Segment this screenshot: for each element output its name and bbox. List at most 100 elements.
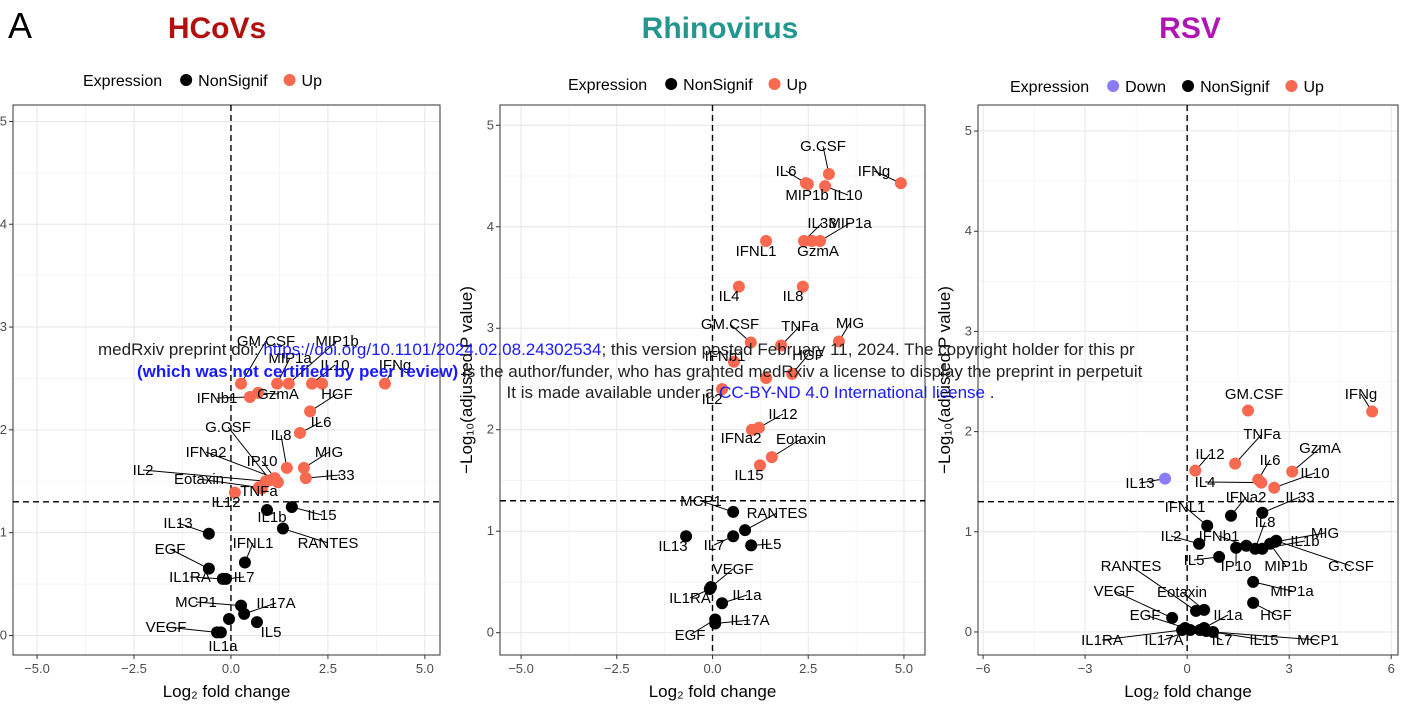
leader-line — [240, 340, 267, 384]
point-label: IL4 — [719, 288, 740, 305]
point-label: IFNb1 — [705, 348, 746, 365]
x-axis-title: Log₂ fold change — [649, 682, 777, 701]
point-label: IL8 — [783, 288, 804, 305]
point-label: EGF — [1130, 607, 1161, 624]
data-point — [760, 234, 773, 247]
data-point — [271, 476, 284, 489]
point-label: IFNb1 — [1199, 528, 1240, 545]
leader-line — [1130, 565, 1197, 612]
point-label: IL4 — [1195, 474, 1216, 491]
watermark-text: . — [985, 383, 995, 402]
y-tick-label: 3 — [487, 320, 494, 335]
point-label: IL2 — [702, 391, 723, 408]
point-label: EGF — [675, 627, 706, 644]
data-point — [1268, 481, 1281, 494]
data-point — [716, 597, 729, 610]
plot-background — [978, 105, 1398, 655]
leader-line — [1101, 629, 1183, 641]
data-point — [727, 530, 740, 543]
point-label: IL15 — [307, 507, 336, 524]
panel-title: Rhinovirus — [642, 12, 799, 45]
point-label: IFNL1 — [1165, 499, 1206, 516]
point-label: IL10 — [1300, 465, 1329, 482]
point-label: IL33 — [325, 467, 354, 484]
point-label: IL12 — [211, 494, 240, 511]
point-label: TNFa — [1243, 426, 1281, 443]
y-tick-label: 4 — [965, 223, 972, 238]
point-label: MCP1 — [175, 594, 217, 611]
x-tick-label: −3 — [1078, 661, 1093, 676]
point-label: RANTES — [1101, 558, 1162, 575]
leader-line — [227, 426, 271, 481]
data-point — [732, 280, 745, 293]
doi-link[interactable]: https://doi.org/10.1101/2024.02.08.24302… — [263, 340, 602, 359]
point-label: MIP1b — [1264, 558, 1307, 575]
data-point — [304, 405, 317, 418]
data-point — [727, 355, 740, 368]
data-point — [252, 386, 265, 399]
point-label: IL6 — [311, 414, 332, 431]
leader-line — [1274, 472, 1316, 489]
y-tick-label: 1 — [0, 525, 7, 540]
data-point — [745, 539, 758, 552]
x-tick-label: −6 — [976, 661, 991, 676]
point-label: IL33 — [807, 215, 836, 232]
point-label: MIG — [315, 444, 343, 461]
watermark-text: ; this version posted February 11, 2024.… — [601, 340, 1135, 359]
data-point — [1166, 611, 1179, 624]
leader-line — [195, 601, 242, 607]
y-tick-label: 2 — [965, 424, 972, 439]
point-label: IP10 — [1221, 558, 1252, 575]
data-point — [228, 486, 241, 499]
point-label: EGF — [155, 541, 186, 558]
data-point — [255, 482, 268, 495]
data-point — [1198, 603, 1211, 616]
y-tick-label: 5 — [487, 117, 494, 132]
point-label: IL2 — [1161, 528, 1182, 545]
legend-swatch — [665, 78, 678, 90]
legend-label: Up — [787, 77, 808, 94]
y-tick-label: 4 — [0, 216, 7, 231]
point-label: IFNL1 — [736, 243, 777, 260]
point-label: IFNg — [379, 357, 412, 374]
y-axis-title: −Log₁₀(adjusted P value) — [457, 286, 476, 474]
point-label: RANTES — [298, 535, 359, 552]
y-axis-title: −Log₁₀(adjusted P value) — [935, 286, 954, 474]
point-label: GM.CSF — [701, 316, 759, 333]
leader-line — [142, 469, 266, 482]
x-tick-label: 2.5 — [319, 661, 337, 676]
license-link[interactable]: CC-BY-ND 4.0 International license — [719, 383, 985, 402]
point-label: MIG — [1311, 525, 1339, 542]
point-label: IFNa2 — [186, 444, 227, 461]
point-label: IL15 — [734, 467, 763, 484]
data-point — [219, 572, 232, 585]
point-label: IL7 — [1212, 632, 1233, 649]
point-label: TNFa — [240, 483, 278, 500]
data-point — [1247, 575, 1260, 588]
data-point — [727, 505, 740, 518]
y-tick-label: 0 — [965, 624, 972, 639]
leader-line — [169, 548, 210, 570]
point-label: IL1RA — [669, 590, 711, 607]
data-point — [1213, 550, 1226, 563]
data-point — [1247, 596, 1260, 609]
point-label: IL10 — [833, 187, 862, 204]
point-label: MCP1 — [680, 493, 722, 510]
point-label: HGF — [321, 386, 353, 403]
x-axis-title: Log₂ fold change — [1124, 682, 1252, 701]
point-label: IL5 — [761, 536, 782, 553]
point-label: G.CSF — [205, 419, 251, 436]
data-point — [378, 377, 391, 390]
data-point — [238, 556, 251, 569]
data-point — [238, 607, 251, 620]
point-label: IL12 — [1195, 446, 1224, 463]
watermark-text: medRxiv preprint doi: — [98, 340, 264, 359]
x-tick-label: −2.5 — [604, 661, 630, 676]
point-label: HGF — [792, 347, 824, 364]
y-tick-label: 5 — [965, 123, 972, 138]
x-tick-label: 6 — [1388, 661, 1395, 676]
point-label: GzmA — [257, 386, 299, 403]
data-point — [1230, 541, 1243, 554]
data-point — [1242, 404, 1255, 417]
data-point — [832, 335, 845, 348]
